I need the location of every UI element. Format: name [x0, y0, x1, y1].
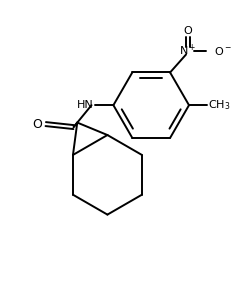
Text: O$^-$: O$^-$ — [214, 45, 232, 57]
Text: O: O — [32, 118, 42, 130]
Text: CH$_3$: CH$_3$ — [208, 98, 230, 112]
Text: HN: HN — [77, 100, 93, 110]
Text: N$^+$: N$^+$ — [179, 43, 197, 58]
Text: O: O — [184, 26, 192, 36]
